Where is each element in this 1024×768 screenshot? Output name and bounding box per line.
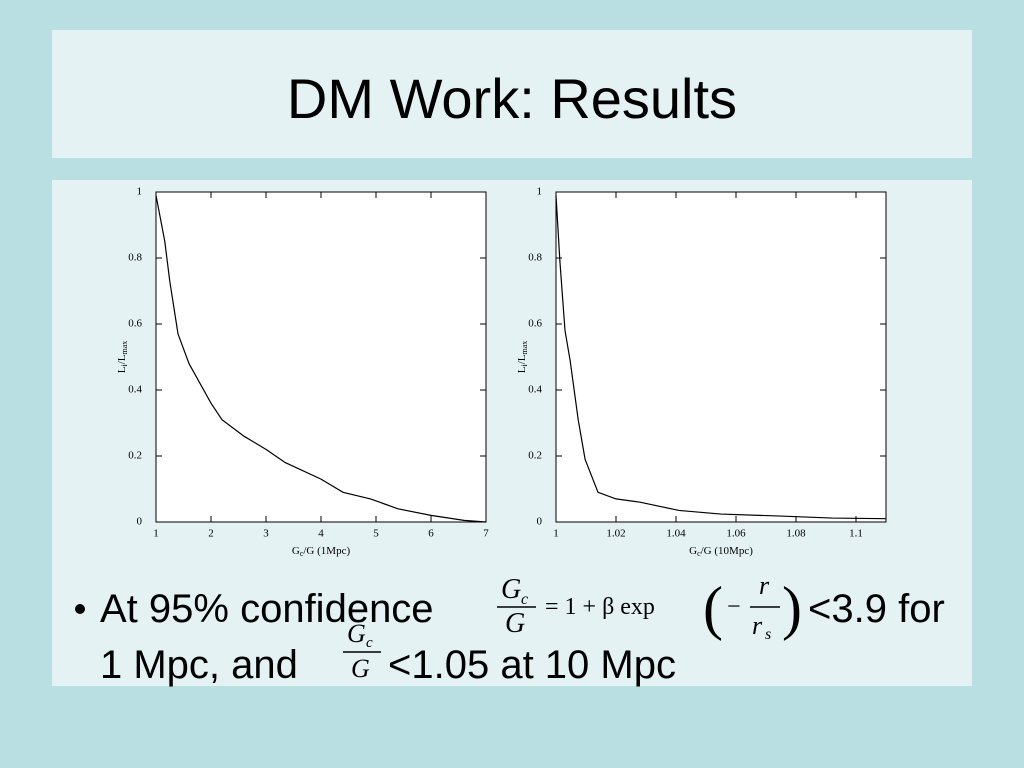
y-tick-label: 1 (537, 186, 543, 198)
x-tick-label: 7 (483, 528, 489, 540)
paren: ) (782, 575, 802, 641)
axis-label-part: max (120, 341, 129, 355)
y-tick-label: 0.8 (128, 252, 142, 264)
axis-label-part: G (689, 545, 697, 557)
x-tick-label: 1.02 (606, 528, 625, 540)
axis-label: Gc/G (10Mpc) (689, 545, 753, 558)
y-tick-label: 0.2 (528, 450, 542, 462)
axis-label-part: /L (116, 354, 128, 364)
axis-label: Gc/G (1Mpc) (292, 545, 351, 558)
bullet-text: At 95% confidence (100, 587, 434, 631)
formula-part: G (347, 619, 366, 648)
title-box (52, 30, 972, 158)
formula-part: c (366, 635, 373, 651)
data-line (155, 195, 487, 523)
x-tick-label: 1.1 (849, 528, 863, 540)
axis-label-part: i (120, 364, 129, 367)
formula-part: G (351, 654, 370, 683)
axis-label-part: i (520, 364, 529, 367)
y-tick-label: 0.6 (128, 318, 142, 330)
x-tick-label: 1.06 (726, 528, 746, 540)
bullet-text: <3.9 for (808, 587, 945, 631)
y-tick-label: 0.2 (128, 450, 142, 462)
x-tick-label: 1 (553, 528, 559, 540)
x-tick-label: 4 (318, 528, 324, 540)
plot-frame (155, 191, 487, 523)
y-tick-label: 0.4 (128, 384, 142, 396)
axis-label-part: /G (10Mpc) (701, 545, 754, 557)
y-tick-label: 0.6 (528, 318, 542, 330)
y-tick-label: 0 (537, 516, 543, 528)
axis-label-part: c (697, 549, 701, 558)
x-tick-label: 1.04 (666, 528, 686, 540)
x-tick-label: 2 (208, 528, 214, 540)
formula-part: = 1 + β exp (545, 594, 655, 620)
formula-part: r (759, 571, 770, 600)
formula-part: − (727, 594, 741, 620)
axis-label: Li/Lmax (516, 341, 529, 374)
x-tick-label: 5 (373, 528, 379, 540)
axis-label-part: max (520, 341, 529, 355)
bullet-dot (75, 604, 85, 614)
axis-label-part: /L (516, 354, 528, 364)
formula-part: c (521, 591, 528, 608)
x-tick-label: 3 (263, 528, 269, 540)
axis-label-part: /G (1Mpc) (303, 545, 350, 557)
axis-label-part: G (292, 545, 300, 557)
formula-part: s (765, 626, 771, 643)
paren: ( (703, 575, 723, 641)
y-tick-label: 1 (137, 186, 143, 198)
y-tick-label: 0.4 (528, 384, 542, 396)
formula-part: G (505, 608, 525, 639)
x-tick-label: 6 (428, 528, 434, 540)
data-line (555, 195, 887, 520)
axis-label: Li/Lmax (116, 341, 129, 374)
axis-label-part: c (300, 549, 304, 558)
y-tick-label: 0.8 (528, 252, 542, 264)
y-tick-label: 0 (137, 516, 143, 528)
bullet-text: 1 Mpc, and (100, 643, 298, 687)
slide-title: DM Work: Results (287, 67, 737, 130)
axis-label-part: L (516, 366, 528, 373)
formula-part: G (501, 574, 521, 605)
formula-part: r (752, 611, 763, 640)
axis-label-part: L (116, 366, 128, 373)
bullet-text: <1.05 at 10 Mpc (388, 643, 676, 687)
x-tick-label: 1.08 (786, 528, 806, 540)
plot-frame (555, 191, 887, 523)
x-tick-label: 1 (153, 528, 159, 540)
charts: 00.20.40.60.811 2 3 4 5 6 7Gc/G (1Mpc)Li/Lmax0… (116, 186, 887, 558)
